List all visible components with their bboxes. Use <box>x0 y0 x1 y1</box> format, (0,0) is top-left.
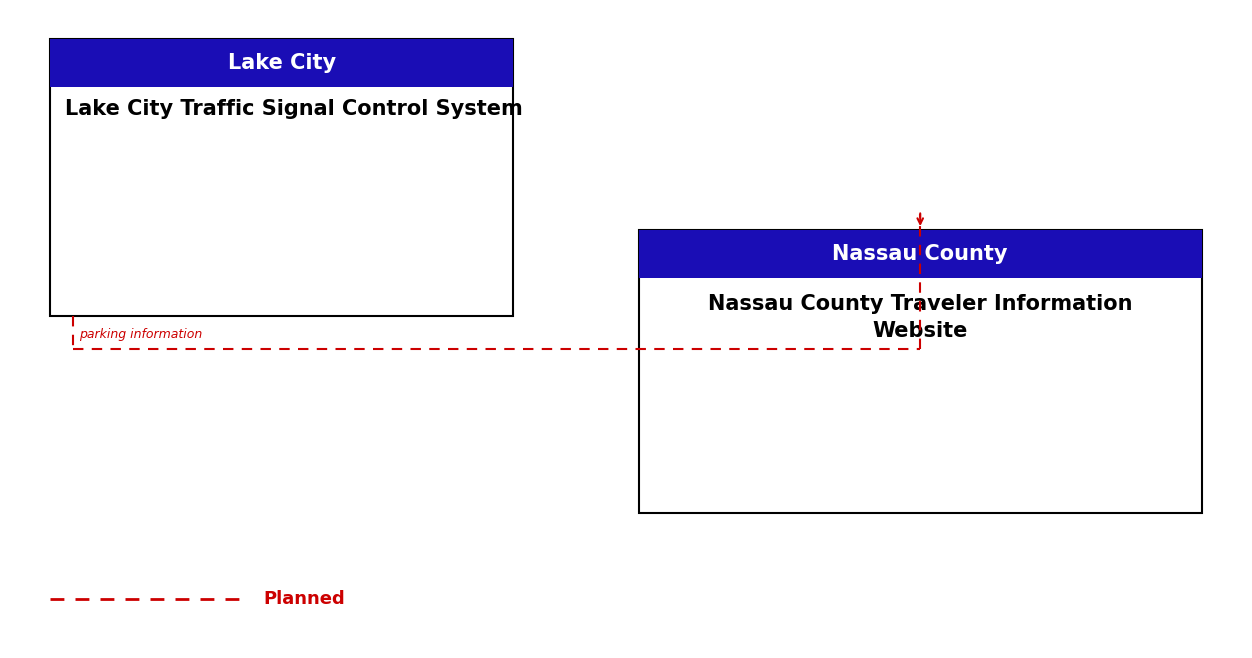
Text: Planned: Planned <box>263 590 344 608</box>
Text: Lake City Traffic Signal Control System: Lake City Traffic Signal Control System <box>65 99 523 118</box>
Text: Nassau County Traveler Information
Website: Nassau County Traveler Information Websi… <box>707 294 1133 341</box>
Bar <box>50 39 513 87</box>
Bar <box>639 230 1202 278</box>
Text: Nassau County: Nassau County <box>833 244 1008 264</box>
Bar <box>639 230 1202 513</box>
Text: parking information: parking information <box>79 328 202 341</box>
Text: Lake City: Lake City <box>228 53 336 73</box>
Bar <box>50 39 513 316</box>
